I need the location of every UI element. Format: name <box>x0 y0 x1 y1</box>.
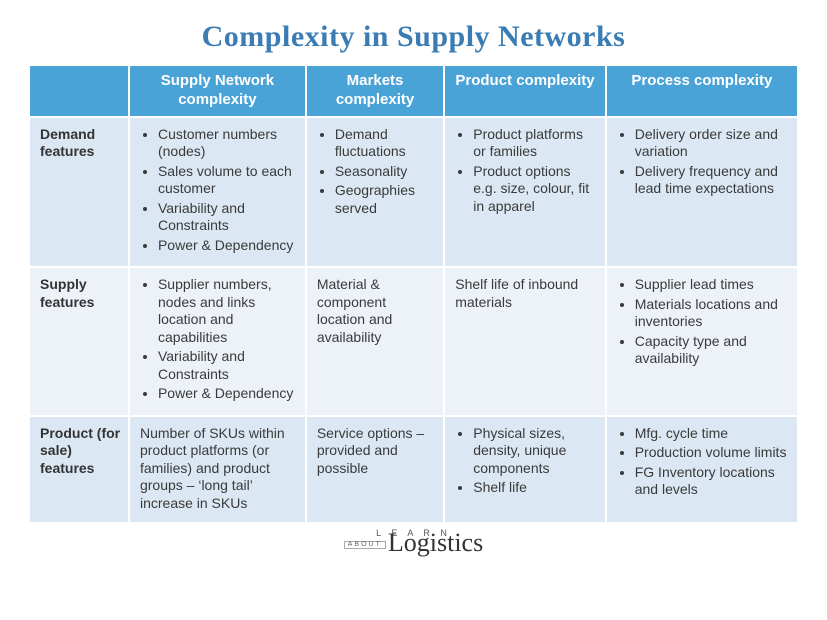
list-item: FG Inventory locations and levels <box>635 464 787 499</box>
logo-about: ABOUT <box>344 541 386 549</box>
bullet-list: Customer numbers (nodes)Sales volume to … <box>140 126 295 255</box>
list-item: Variability and Constraints <box>158 348 295 383</box>
bullet-list: Delivery order size and variationDeliver… <box>617 126 787 198</box>
cell-text: Service options – provided and possible <box>317 425 433 478</box>
list-item: Geographies served <box>335 182 433 217</box>
bullet-list: Supplier lead times Materials locations a… <box>617 276 787 368</box>
table-cell: Demand fluctuations SeasonalityGeographie… <box>306 117 444 268</box>
complexity-matrix: Supply Network complexity Markets comple… <box>28 64 799 524</box>
table-cell: Number of SKUs within product platforms … <box>129 416 306 524</box>
list-item: Materials locations and inventories <box>635 296 787 331</box>
cell-text: Number of SKUs within product platforms … <box>140 425 295 513</box>
list-item: Customer numbers (nodes) <box>158 126 295 161</box>
list-item: Sales volume to each customer <box>158 163 295 198</box>
table-cell: Mfg. cycle timeProduction volume limits F… <box>606 416 798 524</box>
table-cell: Material & component location and availa… <box>306 267 444 416</box>
list-item: Shelf life <box>473 479 594 497</box>
table-cell: Supplier numbers, nodes and links locati… <box>129 267 306 416</box>
table-cell: Customer numbers (nodes)Sales volume to … <box>129 117 306 268</box>
list-item: Supplier numbers, nodes and links locati… <box>158 276 295 346</box>
table-row: Demand featuresCustomer numbers (nodes)S… <box>29 117 798 268</box>
list-item: Product platforms or families <box>473 126 594 161</box>
row-header: Supply features <box>29 267 129 416</box>
list-item: Capacity type and availability <box>635 333 787 368</box>
list-item: Seasonality <box>335 163 433 181</box>
list-item: Delivery frequency and lead time expecta… <box>635 163 787 198</box>
col-header-1: Markets complexity <box>306 65 444 117</box>
list-item: Supplier lead times <box>635 276 787 294</box>
cell-text: Material & component location and availa… <box>317 276 433 346</box>
list-item: Product options e.g. size, colour, fit i… <box>473 163 594 216</box>
table-cell: Product platforms or familiesProduct opt… <box>444 117 605 268</box>
header-row: Supply Network complexity Markets comple… <box>29 65 798 117</box>
list-item: Power & Dependency <box>158 385 295 403</box>
table-cell: Service options – provided and possible <box>306 416 444 524</box>
col-header-3: Process complexity <box>606 65 798 117</box>
bullet-list: Mfg. cycle timeProduction volume limits F… <box>617 425 787 499</box>
row-header: Demand features <box>29 117 129 268</box>
table-cell: Delivery order size and variationDeliver… <box>606 117 798 268</box>
bullet-list: Demand fluctuations SeasonalityGeographie… <box>317 126 433 218</box>
list-item: Delivery order size and variation <box>635 126 787 161</box>
page-title: Complexity in Supply Networks <box>28 20 799 54</box>
row-header: Product (for sale) features <box>29 416 129 524</box>
logo-script: Logistics <box>388 528 483 557</box>
list-item: Power & Dependency <box>158 237 295 255</box>
table-row: Product (for sale) featuresNumber of SKU… <box>29 416 798 524</box>
list-item: Physical sizes, density, unique componen… <box>473 425 594 478</box>
bullet-list: Physical sizes, density, unique componen… <box>455 425 594 497</box>
list-item: Mfg. cycle time <box>635 425 787 443</box>
table-cell: Physical sizes, density, unique componen… <box>444 416 605 524</box>
bullet-list: Product platforms or familiesProduct opt… <box>455 126 594 216</box>
logo: L E A R N ABOUTLogistics <box>28 530 799 554</box>
col-header-2: Product complexity <box>444 65 605 117</box>
list-item: Production volume limits <box>635 444 787 462</box>
table-row: Supply features Supplier numbers, nodes a… <box>29 267 798 416</box>
bullet-list: Supplier numbers, nodes and links locati… <box>140 276 295 403</box>
table-cell: Shelf life of inbound materials <box>444 267 605 416</box>
cell-text: Shelf life of inbound materials <box>455 276 594 311</box>
header-corner <box>29 65 129 117</box>
list-item: Variability and Constraints <box>158 200 295 235</box>
table-cell: Supplier lead times Materials locations a… <box>606 267 798 416</box>
col-header-0: Supply Network complexity <box>129 65 306 117</box>
list-item: Demand fluctuations <box>335 126 433 161</box>
